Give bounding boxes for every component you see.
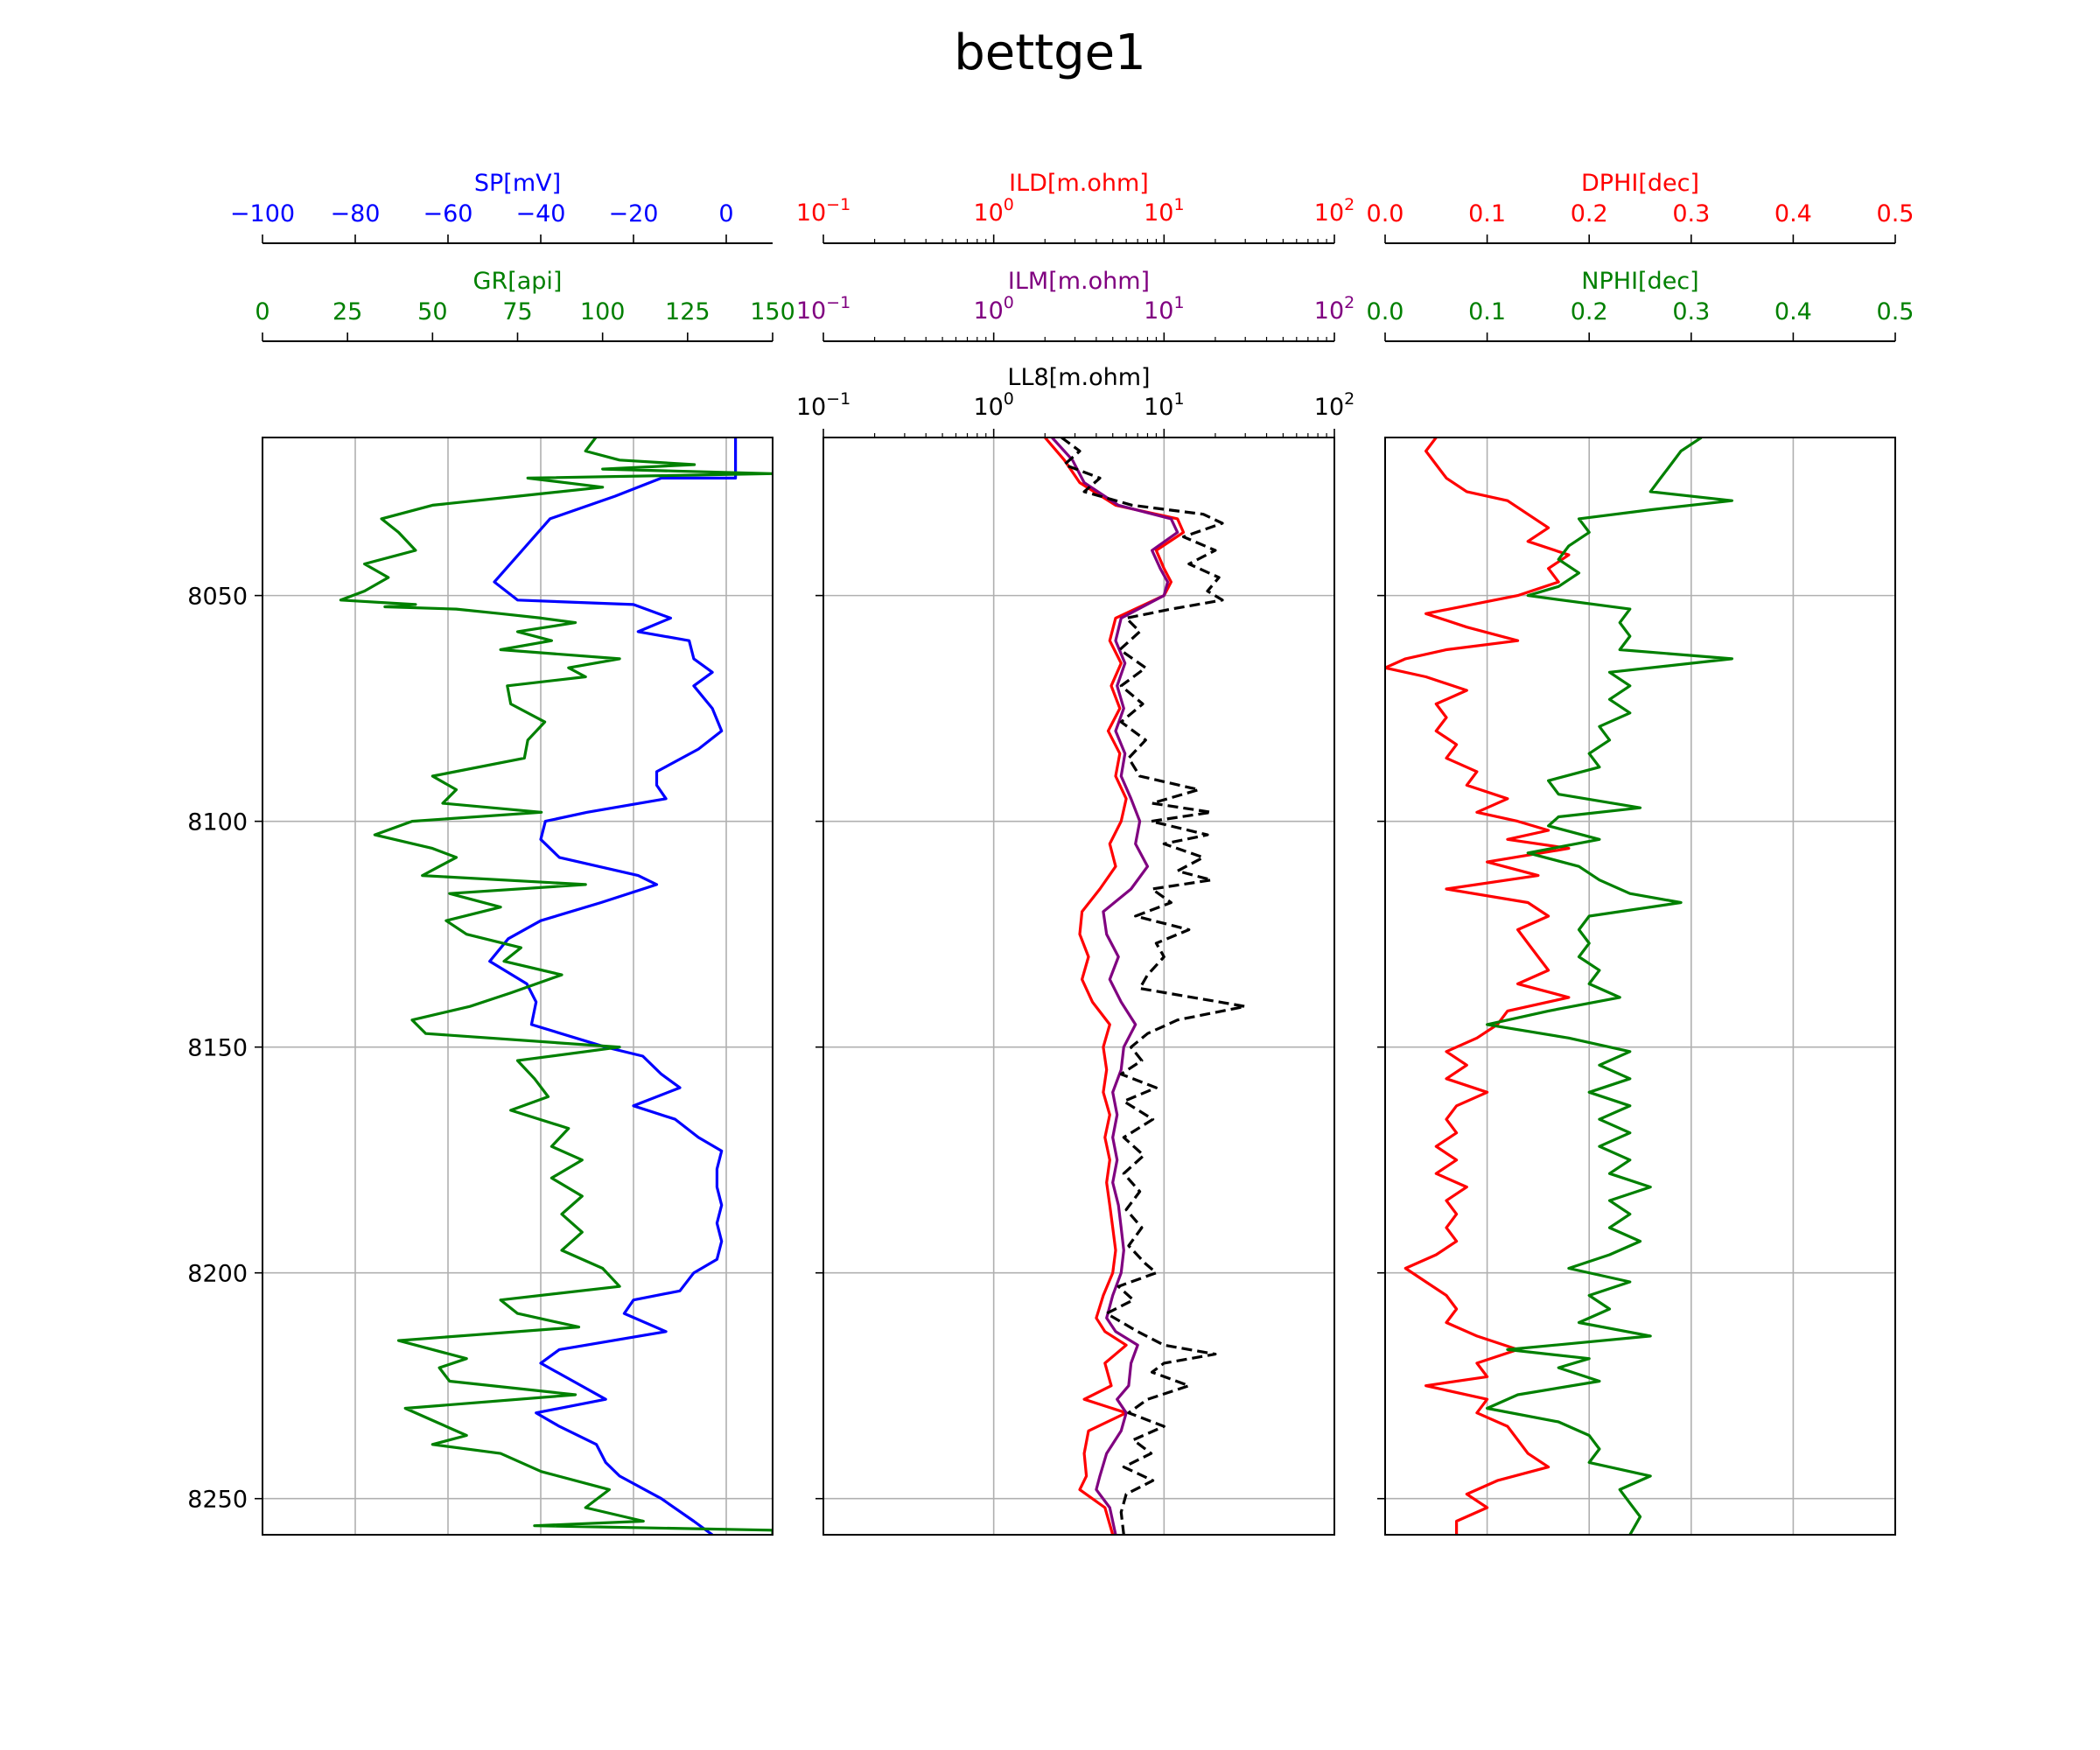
axis-label-sp: SP[mV] — [474, 170, 561, 197]
axis-tick-label: 25 — [332, 298, 362, 326]
curve-sp — [488, 438, 738, 1535]
axis-tick-label: 0.1 — [1468, 298, 1506, 326]
axis-tick-label: 10−1 — [796, 195, 850, 227]
curve-nphi — [1486, 438, 1733, 1535]
depth-tick-label: 8050 — [187, 584, 248, 611]
curve-ilm — [1051, 438, 1180, 1535]
axis-tick-label: 100 — [973, 389, 1013, 421]
axis-tick-label: 0.5 — [1877, 200, 1914, 228]
axis-tick-label: 102 — [1314, 389, 1354, 421]
depth-tick-label: 8200 — [187, 1261, 248, 1288]
axis-tick-label: 101 — [1144, 389, 1184, 421]
axis-tick-label: 0.0 — [1367, 298, 1404, 326]
axis-tick-label: 0.1 — [1468, 200, 1506, 228]
axis-tick-label: 101 — [1144, 195, 1184, 227]
axis-label-ll8: LL8[m.ohm] — [1007, 364, 1150, 391]
axis-tick-label: 0.0 — [1367, 200, 1404, 228]
axis-label-ilm: ILM[m.ohm] — [1008, 268, 1150, 295]
axis-tick-label: 0.2 — [1571, 298, 1608, 326]
axis-tick-label: 150 — [750, 298, 795, 326]
axis-label-dphi: DPHI[dec] — [1581, 170, 1699, 197]
axis-tick-label: 0.3 — [1672, 298, 1710, 326]
axis-tick-label: −80 — [331, 200, 381, 228]
axis-label-ild: ILD[m.ohm] — [1009, 170, 1149, 197]
axis-tick-label: 125 — [665, 298, 710, 326]
axis-tick-label: 0.5 — [1877, 298, 1914, 326]
track-frame — [822, 437, 1335, 1536]
axis-tick-label: 0.4 — [1774, 298, 1812, 326]
axis-tick-label: 100 — [580, 298, 626, 326]
axis-tick-label: −20 — [609, 200, 659, 228]
axis-tick-label: 102 — [1314, 195, 1354, 227]
curve-ll8 — [1060, 438, 1247, 1535]
axis-tick-label: 101 — [1144, 293, 1184, 325]
axis-tick-label: 102 — [1314, 293, 1354, 325]
axis-tick-label: 100 — [973, 293, 1013, 325]
curve-dphi — [1385, 438, 1571, 1535]
track-porosity: 0.0 0.1 0.2 0.3 0.4 0.5 DPHI[dec] 0.0 0.1 0.2 0.3 0… — [1367, 170, 1914, 1536]
chart-title: bettge1 — [954, 24, 1146, 81]
depth-tick-label: 8250 — [187, 1487, 248, 1514]
axis-label-gr: GR[api] — [473, 268, 563, 295]
axis-tick-label: −100 — [230, 200, 295, 228]
axis-tick-label: 75 — [502, 298, 532, 326]
depth-tick-label: 8150 — [187, 1035, 248, 1062]
track-sp-gr: 8050 8100 8150 8200 8250 −100 −80 −60 −40 −20 0 SP[… — [187, 170, 795, 1536]
axis-tick-label: 0 — [255, 298, 270, 326]
axis-tick-label: 0.4 — [1774, 200, 1812, 228]
track-resistivity: 10−1 100 101 102 ILD[m.ohm] 10−1 100 101 102 ILM[… — [796, 170, 1354, 1536]
curve-gr — [339, 438, 773, 1535]
depth-tick-label: 8100 — [187, 809, 248, 836]
axis-tick-label: 10−1 — [796, 293, 850, 325]
axis-tick-label: 0 — [718, 200, 733, 228]
track-frame — [1384, 437, 1896, 1536]
axis-tick-label: 10−1 — [796, 389, 850, 421]
axis-tick-label: 100 — [973, 195, 1013, 227]
axis-tick-label: 50 — [417, 298, 447, 326]
track-frame — [262, 437, 774, 1536]
axis-tick-label: 0.2 — [1571, 200, 1608, 228]
axis-label-nphi: NPHI[dec] — [1581, 268, 1698, 295]
axis-tick-label: −60 — [424, 200, 473, 228]
axis-tick-label: −40 — [516, 200, 566, 228]
axis-tick-label: 0.3 — [1672, 200, 1710, 228]
